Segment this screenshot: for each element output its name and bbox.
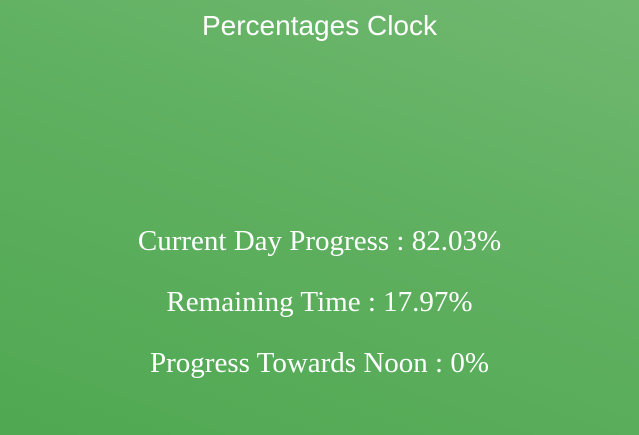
page-title: Percentages Clock xyxy=(201,10,437,41)
stats-panel: Current Day Progress : 82.03% Remaining … xyxy=(0,222,639,405)
noon-progress-text: Progress Towards Noon : 0% xyxy=(150,347,489,379)
remaining-time-text: Remaining Time : 17.97% xyxy=(166,286,473,318)
day-progress-text: Current Day Progress : 82.03% xyxy=(137,225,502,257)
